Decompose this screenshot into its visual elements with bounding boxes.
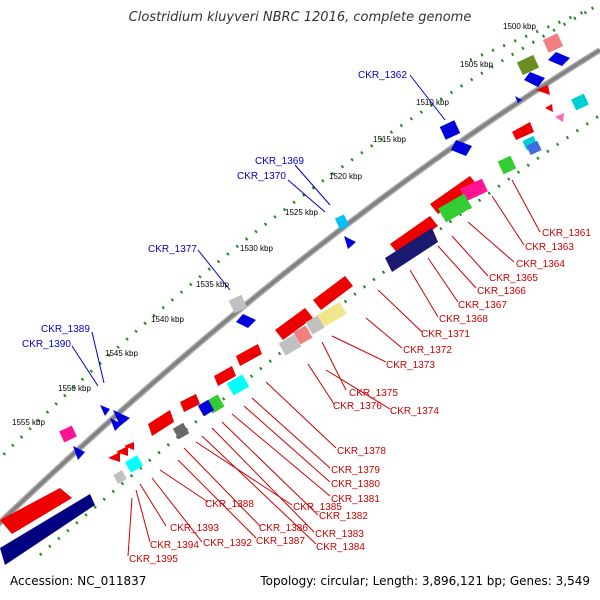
scale-label: 1530 kbp <box>240 244 273 253</box>
feature-red-large[interactable] <box>0 488 72 534</box>
gene-label[interactable]: CKR_1383 <box>315 529 364 540</box>
scale-label: 1520 kbp <box>329 172 362 181</box>
gene-label[interactable]: CKR_1385 <box>293 502 342 513</box>
gene-label[interactable]: CKR_1368 <box>439 314 488 325</box>
scale-label: 1515 kbp <box>373 135 406 144</box>
gene-label[interactable]: CKR_1366 <box>477 286 526 297</box>
gene-label[interactable]: CKR_1392 <box>203 538 252 549</box>
scale-label: 1535 kbp <box>196 280 229 289</box>
feature-navy-large[interactable] <box>0 494 95 565</box>
gene-label[interactable]: CKR_1372 <box>403 345 452 356</box>
gene-label[interactable]: CKR_1394 <box>150 540 199 551</box>
gene-label[interactable]: CKR_1382 <box>319 511 368 522</box>
blue-leader-lines <box>71 74 446 387</box>
gene-label[interactable]: CKR_1375 <box>349 388 398 399</box>
outer-dotted-track <box>0 8 591 461</box>
blue-gene-labels: CKR_1362 CKR_1369 CKR_1370 CKR_1377 CKR_… <box>22 70 407 350</box>
scale-labels: 1500 kbp 1505 kbp 1510 kbp 1515 kbp 1520… <box>12 22 536 427</box>
gene-label[interactable]: CKR_1376 <box>333 401 382 412</box>
summary-text: Topology: circular; Length: 3,896,121 bp… <box>260 574 590 588</box>
gene-label[interactable]: CKR_1367 <box>458 300 507 311</box>
scale-label: 1505 kbp <box>460 60 493 69</box>
gene-label[interactable]: CKR_1369 <box>255 156 304 167</box>
gene-label[interactable]: CKR_1389 <box>41 324 90 335</box>
scale-label: 1525 kbp <box>285 208 318 217</box>
gene-label[interactable]: CKR_1390 <box>22 339 71 350</box>
inner-features <box>108 85 589 484</box>
scale-label: 1500 kbp <box>503 22 536 31</box>
scale-label: 1540 kbp <box>151 315 184 324</box>
gene-label[interactable]: CKR_1393 <box>170 523 219 534</box>
gene-label[interactable]: CKR_1381 <box>331 494 380 505</box>
gene-label[interactable]: CKR_1387 <box>256 536 305 547</box>
gene-label[interactable]: CKR_1377 <box>148 244 197 255</box>
gene-label[interactable]: CKR_1361 <box>542 228 591 239</box>
red-gene-labels: CKR_1361 CKR_1363 CKR_1364 CKR_1365 CKR_… <box>129 228 591 565</box>
gene-label[interactable]: CKR_1370 <box>237 171 286 182</box>
gene-label[interactable]: CKR_1380 <box>331 479 380 490</box>
gene-label[interactable]: CKR_1373 <box>386 360 435 371</box>
inner-dotted-track <box>39 113 600 557</box>
scale-label: 1550 kbp <box>58 384 91 393</box>
gene-label[interactable]: CKR_1386 <box>259 523 308 534</box>
gene-label[interactable]: CKR_1388 <box>205 499 254 510</box>
scale-label: 1510 kbp <box>416 98 449 107</box>
gene-label[interactable]: CKR_1395 <box>129 554 178 565</box>
red-leader-lines <box>127 179 541 557</box>
gene-label[interactable]: CKR_1374 <box>390 406 439 417</box>
gene-label[interactable]: CKR_1379 <box>331 465 380 476</box>
scale-label: 1545 kbp <box>105 349 138 358</box>
gene-label[interactable]: CKR_1378 <box>337 446 386 457</box>
gene-label[interactable]: CKR_1364 <box>516 259 565 270</box>
map-title: Clostridium kluyveri NBRC 12016, complet… <box>128 10 472 25</box>
accession-text: Accession: NC_011837 <box>10 574 147 588</box>
scale-label: 1555 kbp <box>12 418 45 427</box>
outer-features <box>59 33 570 460</box>
gene-label[interactable]: CKR_1362 <box>358 70 407 81</box>
gene-label[interactable]: CKR_1384 <box>316 542 365 553</box>
gene-label[interactable]: CKR_1371 <box>421 329 470 340</box>
gene-label[interactable]: CKR_1365 <box>489 273 538 284</box>
gene-label[interactable]: CKR_1363 <box>525 242 574 253</box>
